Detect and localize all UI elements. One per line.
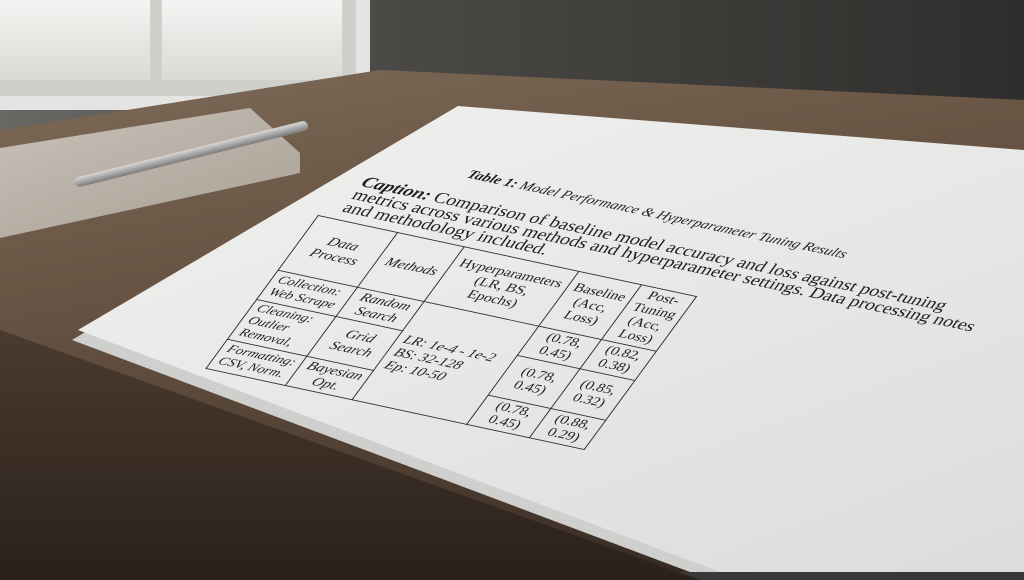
window-pane <box>162 0 342 80</box>
window <box>0 0 370 110</box>
window-pane <box>0 0 150 80</box>
